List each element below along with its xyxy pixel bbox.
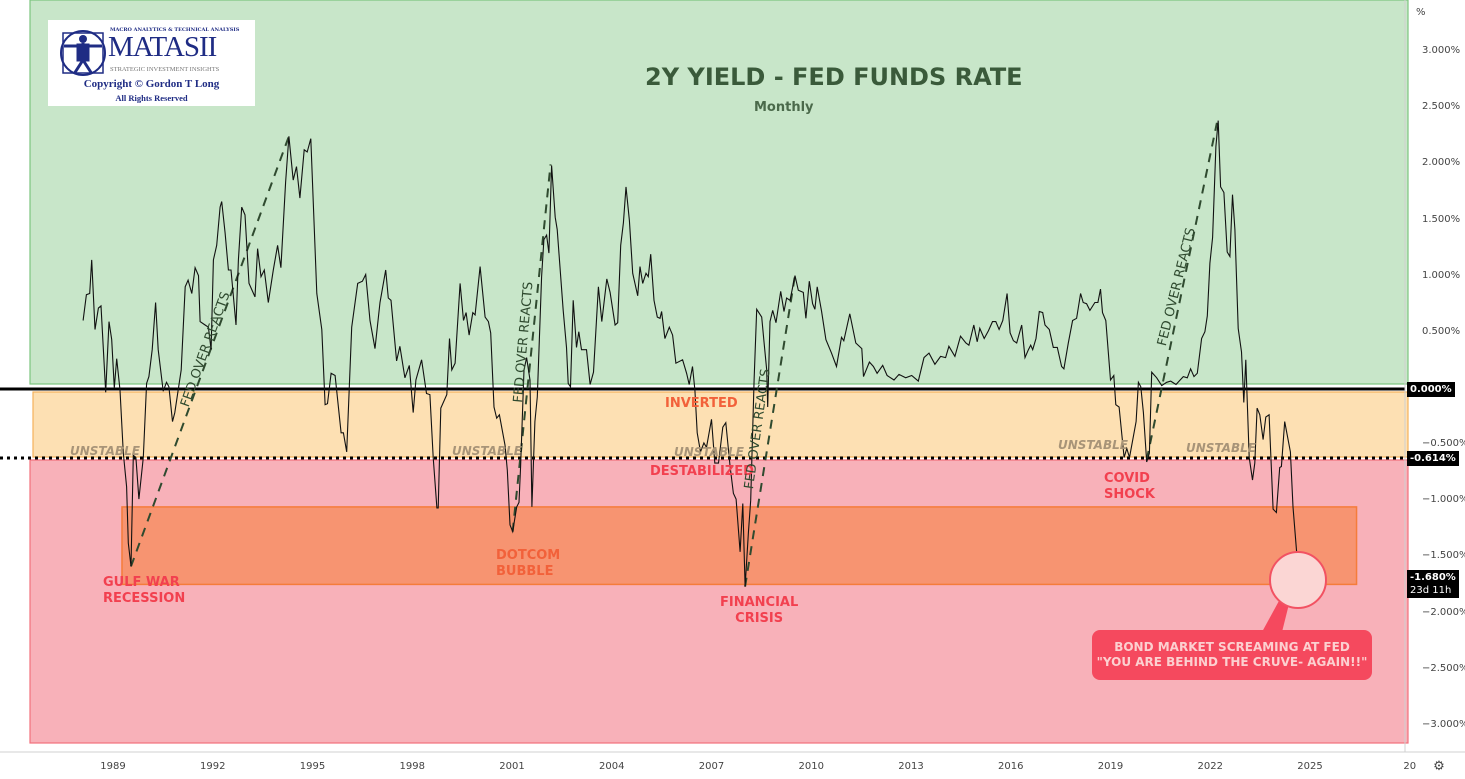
badge-unstable-threshold: -0.614%: [1407, 451, 1459, 466]
logo-brand: MATASII: [108, 31, 217, 63]
y-tick-label: 1.000%: [1422, 269, 1461, 281]
logo-subtitle: STRATEGIC INVESTMENT INSIGHTS: [110, 66, 220, 73]
y-tick-label: 0.500%: [1422, 325, 1461, 337]
x-tick-label: 2019: [1097, 761, 1124, 772]
label-gulf-war: GULF WAR RECESSION: [103, 575, 185, 607]
logo-rights: All Rights Reserved: [115, 93, 188, 103]
zone-positive: [29, 0, 1409, 385]
y-tick-label: −0.500%: [1422, 438, 1465, 450]
label-line: RECESSION: [103, 591, 186, 606]
fed-over-reacts-trendline: [511, 164, 552, 532]
matasii-logo: MACRO ANALYTICS & TECHNICAL ANALYSIS MAT…: [48, 20, 255, 106]
x-tick-label: 2016: [998, 761, 1024, 772]
fed-over-reacts-trendline: [744, 275, 796, 587]
callout-box: BOND MARKET SCREAMING AT FED "YOU ARE BE…: [1092, 630, 1372, 680]
badge-last-price: -1.680% 23d 11h: [1407, 570, 1459, 598]
vitruvian-man-icon: [60, 30, 106, 76]
fed-over-reacts-trendline: [130, 135, 290, 567]
label-line: COVID: [1104, 471, 1150, 486]
x-tick-label: 2022: [1197, 761, 1223, 772]
logo-copyright: Copyright © Gordon T Long: [83, 78, 220, 90]
x-tick-label: 2013: [898, 761, 924, 772]
label-financial-crisis: FINANCIAL CRISIS: [720, 595, 798, 627]
label-line: GULF WAR: [103, 575, 180, 590]
callout-line: BOND MARKET SCREAMING AT FED: [1114, 640, 1350, 654]
y-tick-label: −1.500%: [1422, 550, 1465, 562]
y-unit-label: %: [1416, 7, 1426, 18]
chart-subtitle: Monthly: [754, 100, 814, 115]
y-tick-label: 2.500%: [1422, 101, 1461, 113]
x-tick-label: 2004: [599, 761, 625, 772]
y-tick-label: 2.000%: [1422, 157, 1461, 169]
y-tick-label: −2.000%: [1422, 606, 1465, 618]
badge-zero: 0.000%: [1407, 382, 1455, 397]
label-covid-shock: COVID SHOCK: [1104, 471, 1155, 503]
label-line: DOTCOM: [496, 548, 561, 563]
y-tick-label: −1.000%: [1422, 494, 1465, 506]
x-tick-label: 2025: [1297, 761, 1323, 772]
x-tick-label: 2007: [698, 761, 725, 772]
logo-tagline: MACRO ANALYTICS & TECHNICAL ANALYSIS: [110, 27, 240, 33]
label-inverted: INVERTED: [665, 396, 738, 411]
x-tick-label: 2010: [798, 761, 824, 772]
x-tick-label: 1989: [100, 761, 126, 772]
label-line: SHOCK: [1104, 487, 1155, 502]
bar-countdown: 23d 11h: [1410, 585, 1452, 596]
label-unstable: UNSTABLE: [1058, 438, 1128, 452]
label-unstable: UNSTABLE: [452, 444, 522, 458]
y-tick-label: −2.500%: [1422, 662, 1465, 674]
label-destabilized: DESTABILIZED: [650, 464, 754, 479]
x-tick-label: 1992: [200, 761, 226, 772]
x-tick-label: 2001: [499, 761, 525, 772]
chart-title: 2Y YIELD - FED FUNDS RATE: [645, 63, 1023, 91]
last-price-value: -1.680%: [1410, 572, 1456, 583]
y-tick-label: −3.000%: [1422, 718, 1465, 730]
callout-line: "YOU ARE BEHIND THE CRUVE- AGAIN!!": [1096, 655, 1368, 669]
label-unstable: UNSTABLE: [70, 444, 140, 458]
x-tick-label: 1995: [299, 761, 326, 772]
target-circle: [1269, 551, 1327, 609]
x-tick-label: 1998: [399, 761, 425, 772]
zone-destabilized: [29, 459, 1409, 744]
label-unstable: UNSTABLE: [674, 445, 744, 459]
y-tick-label: 3.000%: [1422, 45, 1461, 57]
callout-pointer: [1262, 551, 1327, 632]
series-line: [82, 120, 1300, 587]
label-line: FINANCIAL: [720, 595, 799, 610]
label-line: CRISIS: [735, 611, 784, 626]
gear-icon[interactable]: ⚙: [1433, 759, 1445, 774]
y-tick-label: 1.500%: [1422, 213, 1461, 225]
x-tick-label: 20: [1403, 761, 1417, 772]
label-dotcom: DOTCOM BUBBLE: [496, 548, 560, 580]
label-unstable: UNSTABLE: [1186, 441, 1256, 455]
label-line: BUBBLE: [496, 564, 554, 579]
